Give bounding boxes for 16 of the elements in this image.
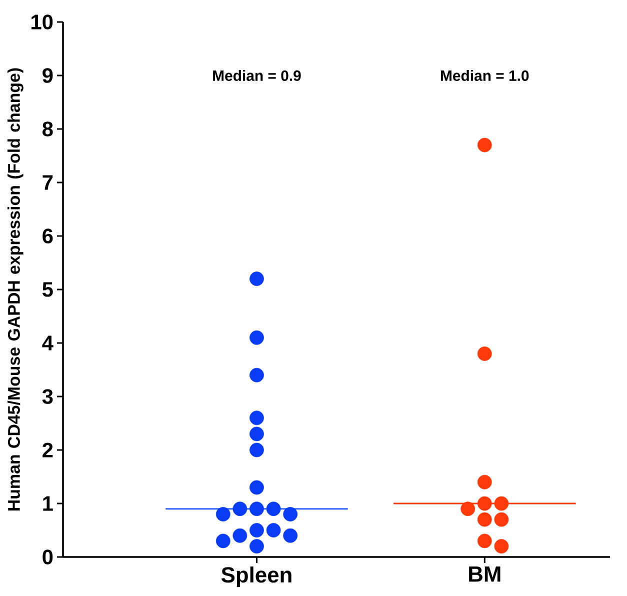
y-axis-title: Human CD45/Mouse GAPDH expression (Fold change) [8,68,24,510]
y-tick-label: 1 [43,496,53,511]
annotation: Median = 1.0 [441,70,529,81]
x-tick-label: Spleen [221,566,292,587]
y-tick-label: 6 [42,228,53,244]
y-tick-label: 8 [42,122,53,136]
y-tick-label: 7 [42,175,53,190]
y-tick-label: 9 [42,68,53,83]
x-tick-label: BM [469,566,500,582]
y-tick-label: 10 [32,14,53,30]
annotation: Median = 0.9 [213,70,301,81]
y-tick-label: 5 [42,282,53,297]
y-tick-label: 3 [42,389,53,404]
y-tick-label: 0 [42,550,53,564]
y-tick-label: 4 [42,336,54,350]
y-tick-label: 2 [42,442,53,458]
